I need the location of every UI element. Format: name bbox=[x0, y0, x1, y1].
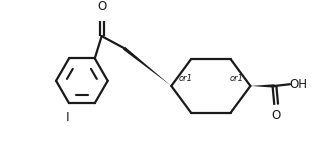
Polygon shape bbox=[250, 84, 275, 88]
Text: OH: OH bbox=[290, 78, 308, 91]
Text: O: O bbox=[272, 109, 281, 122]
Polygon shape bbox=[123, 47, 171, 86]
Text: O: O bbox=[97, 0, 106, 13]
Text: or1: or1 bbox=[229, 74, 243, 83]
Text: or1: or1 bbox=[178, 74, 192, 83]
Text: I: I bbox=[65, 111, 69, 124]
